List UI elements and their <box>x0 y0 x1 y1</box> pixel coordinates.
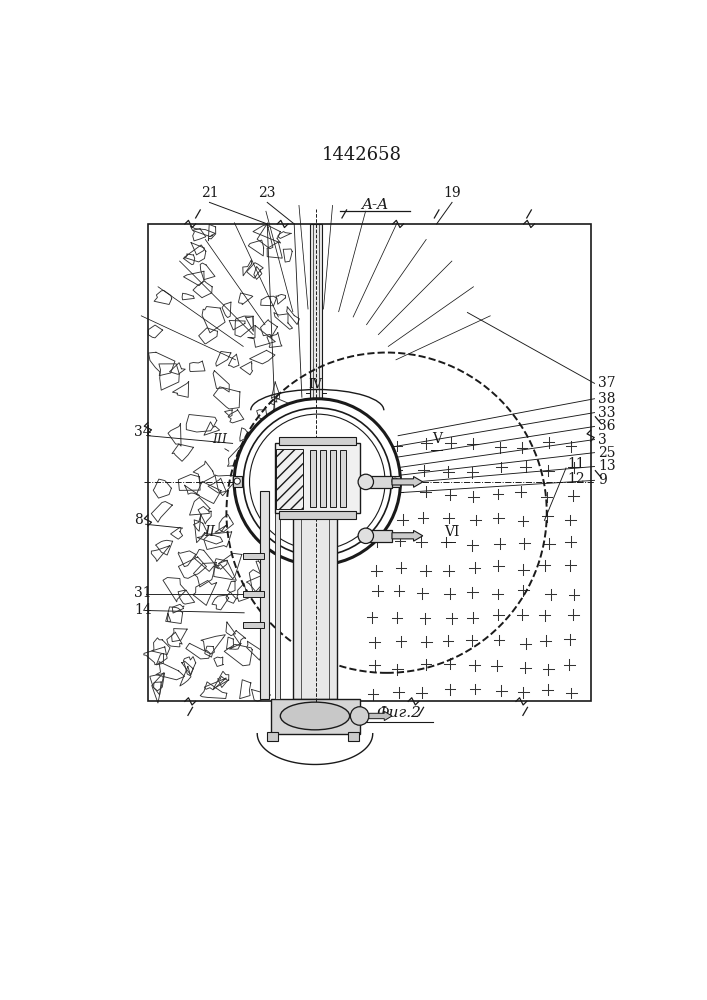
Bar <box>243 591 264 597</box>
Bar <box>329 450 336 507</box>
Bar <box>279 511 356 519</box>
Text: 21: 21 <box>201 186 218 200</box>
Bar <box>320 450 326 507</box>
Bar <box>390 476 399 487</box>
Text: 12: 12 <box>568 472 585 486</box>
FancyArrow shape <box>369 711 392 721</box>
Circle shape <box>234 478 240 484</box>
Bar <box>233 476 242 487</box>
Text: A-A: A-A <box>361 198 389 212</box>
Bar <box>259 491 269 699</box>
Text: 8: 8 <box>134 513 143 527</box>
Text: VI: VI <box>445 525 460 539</box>
Bar <box>293 513 337 699</box>
Circle shape <box>392 478 398 484</box>
Text: Фиг.2: Фиг.2 <box>375 706 421 720</box>
Bar <box>276 449 303 509</box>
Bar <box>148 224 590 701</box>
Text: 1442658: 1442658 <box>322 146 402 164</box>
Bar <box>243 622 264 628</box>
Bar <box>310 450 316 507</box>
Text: 31: 31 <box>134 586 152 600</box>
Bar <box>275 443 360 513</box>
Text: 34: 34 <box>134 425 152 439</box>
Circle shape <box>243 408 391 556</box>
Text: 38: 38 <box>598 392 616 406</box>
Circle shape <box>358 528 373 544</box>
Text: 36: 36 <box>598 419 616 433</box>
Text: 19: 19 <box>443 186 461 200</box>
Text: 3: 3 <box>598 433 607 447</box>
Text: III: III <box>212 433 227 446</box>
Bar <box>348 732 359 741</box>
Text: 9: 9 <box>598 473 607 487</box>
Bar <box>369 530 392 542</box>
Ellipse shape <box>281 702 350 730</box>
Bar <box>339 450 346 507</box>
Text: 11: 11 <box>568 457 585 471</box>
Bar <box>369 476 392 488</box>
Circle shape <box>250 414 385 550</box>
Text: 15: 15 <box>308 702 326 716</box>
Text: IV: IV <box>309 378 323 391</box>
Circle shape <box>351 707 369 725</box>
Text: 25: 25 <box>598 446 616 460</box>
Circle shape <box>234 399 400 565</box>
FancyArrow shape <box>392 530 423 541</box>
Text: 23: 23 <box>259 186 276 200</box>
FancyArrow shape <box>392 477 423 487</box>
Text: 37: 37 <box>598 376 616 390</box>
Bar <box>310 224 322 701</box>
Text: II: II <box>204 525 215 539</box>
Text: 14: 14 <box>134 603 152 617</box>
Text: V: V <box>432 432 442 446</box>
Bar <box>275 491 279 699</box>
Text: 13: 13 <box>598 460 616 474</box>
Text: 33: 33 <box>598 406 616 420</box>
Bar <box>271 699 360 734</box>
Bar <box>243 553 264 559</box>
Bar <box>267 732 278 741</box>
Bar <box>279 437 356 445</box>
Circle shape <box>358 474 373 490</box>
